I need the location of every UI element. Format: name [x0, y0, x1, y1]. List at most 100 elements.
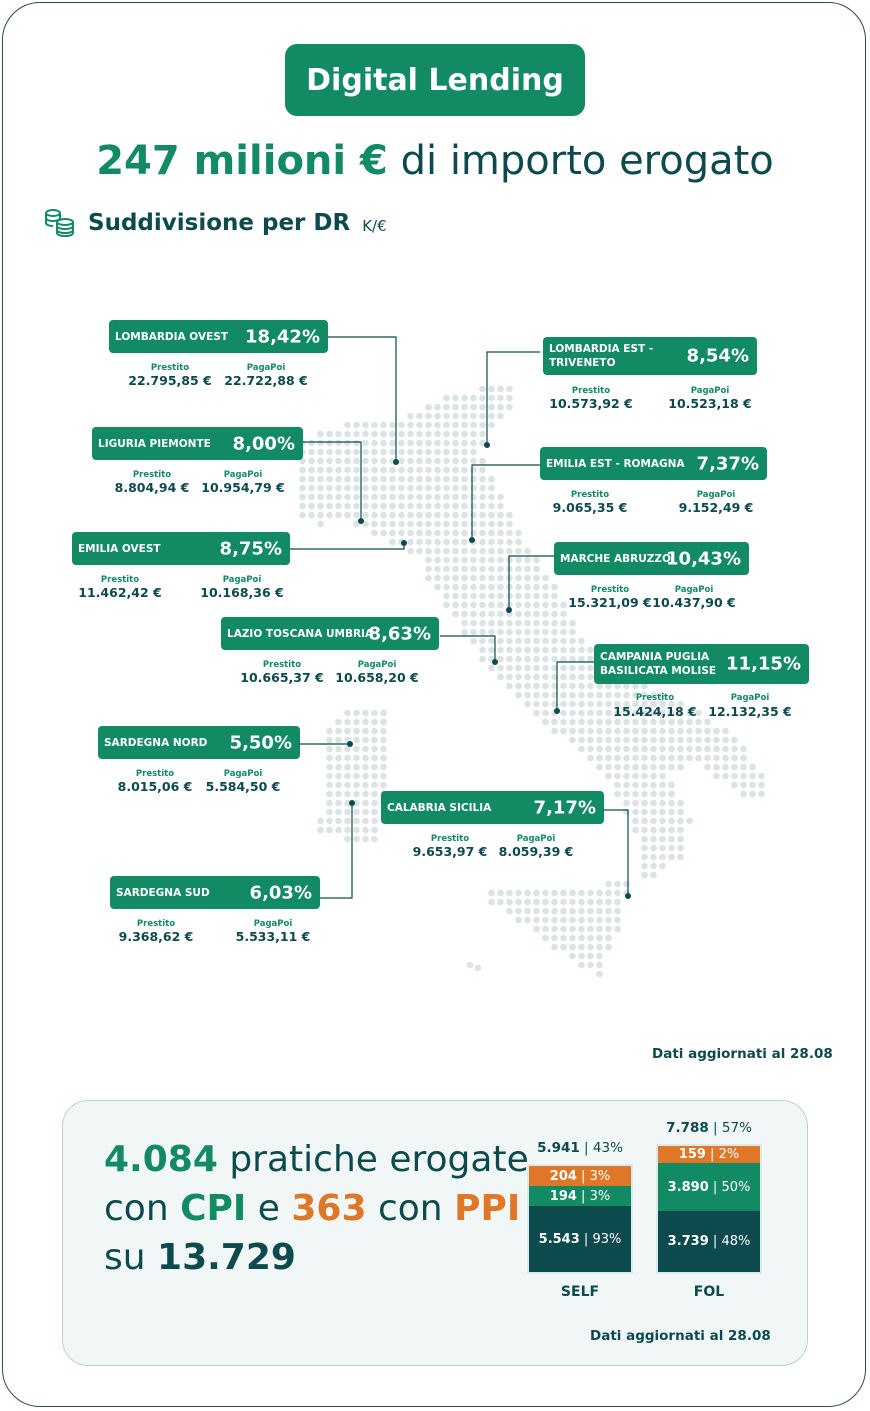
- region-percent: 6,03%: [249, 882, 312, 903]
- pagapoi-label: PagaPoi: [246, 363, 286, 373]
- region-name: CAMPANIA PUGLIA BASILICATA MOLISE: [600, 651, 717, 677]
- prestito-label: Prestito: [262, 660, 302, 670]
- connector-line: [290, 543, 405, 550]
- headline: 247 milioni € di importo erogato: [0, 138, 870, 184]
- region-pill: EMILIA OVEST 8,75%: [72, 532, 290, 565]
- summary-text-3: e: [257, 1188, 280, 1229]
- prestito-value: 8.804,94 €: [114, 480, 190, 495]
- connector-line: [556, 661, 594, 711]
- pagapoi-label: PagaPoi: [674, 585, 714, 595]
- summary-text: 4.084 pratiche erogate con CPI e 363 con…: [104, 1135, 529, 1282]
- region-percent: 8,63%: [368, 623, 431, 644]
- connector-dot: [349, 800, 355, 806]
- region-percent: 8,75%: [219, 538, 282, 559]
- pagapoi-value: 22.722,88 €: [224, 373, 308, 388]
- bar-segment: 3.890 | 50%: [658, 1163, 760, 1211]
- subtitle-unit: K/€: [362, 217, 387, 235]
- region-pill: LOMBARDIA EST - TRIVENETO 8,54%: [543, 337, 757, 375]
- pagapoi-value: 10.954,79 €: [201, 480, 285, 495]
- connector-line: [471, 464, 540, 540]
- update-note: Dati aggiornati al 28.08: [652, 1046, 833, 1062]
- region-pill: SARDEGNA NORD 5,50%: [98, 726, 300, 759]
- pagapoi-value: 10.437,90 €: [652, 595, 736, 610]
- pagapoi-value: 9.152,49 €: [678, 500, 754, 515]
- pagapoi-value: 10.523,18 €: [668, 396, 752, 411]
- bar-total-label: 7.788 | 57%: [666, 1120, 752, 1136]
- pagapoi-label: PagaPoi: [223, 470, 263, 480]
- connector-dot: [492, 659, 498, 665]
- summary-text-2: con: [104, 1188, 169, 1229]
- ppi-count: 363: [291, 1188, 367, 1229]
- pagapoi-value: 5.584,50 €: [205, 779, 281, 794]
- prestito-label: Prestito: [132, 470, 172, 480]
- pagapoi-value: 8.059,39 €: [498, 844, 574, 859]
- prestito-value: 15.321,09 €: [568, 595, 652, 610]
- region-pill: CAMPANIA PUGLIA BASILICATA MOLISE 11,15%: [594, 644, 809, 684]
- connector-dot: [554, 708, 560, 714]
- prestito-label: Prestito: [430, 834, 470, 844]
- bar-segment: 194 | 3%: [529, 1186, 631, 1206]
- region-pill: SARDEGNA SUD 6,03%: [110, 876, 320, 909]
- connector-dot: [625, 893, 631, 899]
- region-name: LOMBARDIA EST - TRIVENETO: [549, 343, 654, 369]
- region-name: SARDEGNA NORD: [104, 736, 208, 749]
- connector-line: [303, 441, 362, 521]
- region-pill: LAZIO TOSCANA UMBRIA 8,63%: [221, 617, 439, 650]
- prestito-value: 9.653,97 €: [412, 844, 488, 859]
- summary-text-1: pratiche erogate: [229, 1139, 529, 1180]
- connector-dot: [347, 741, 353, 747]
- cpi-label: CPI: [180, 1188, 247, 1229]
- prestito-label: Prestito: [150, 363, 190, 373]
- connector-line: [328, 336, 397, 462]
- summary-text-4: con: [377, 1188, 443, 1229]
- prestito-label: Prestito: [635, 693, 675, 703]
- connector-dot: [358, 518, 364, 524]
- region-name: EMILIA EST - ROMAGNA: [546, 457, 685, 470]
- region-pill: CALABRIA SICILIA 7,17%: [381, 791, 604, 824]
- prestito-value: 8.015,06 €: [117, 779, 193, 794]
- prestito-value: 10.573,92 €: [549, 396, 633, 411]
- connector-dot: [469, 537, 475, 543]
- connector-line: [440, 635, 496, 662]
- italy-map: [290, 336, 765, 978]
- bar-category: SELF: [560, 1284, 600, 1300]
- region-percent: 10,43%: [666, 548, 741, 569]
- region-pill: LOMBARDIA OVEST 18,42%: [109, 320, 328, 353]
- region-pill: EMILIA EST - ROMAGNA 7,37%: [540, 447, 767, 480]
- pagapoi-value: 10.168,36 €: [200, 585, 284, 600]
- prestito-value: 22.795,85 €: [128, 373, 212, 388]
- pagapoi-label: PagaPoi: [696, 490, 736, 500]
- region-pill: MARCHE ABRUZZO 10,43%: [554, 542, 749, 575]
- prestito-label: Prestito: [135, 769, 175, 779]
- prestito-label: Prestito: [571, 386, 611, 396]
- prestito-value: 15.424,18 €: [613, 704, 697, 719]
- prestito-value: 10.665,37 €: [240, 670, 324, 685]
- prestito-label: Prestito: [136, 919, 176, 929]
- pagapoi-value: 5.533,11 €: [235, 929, 311, 944]
- connector-dot: [401, 540, 407, 546]
- subtitle-text: Suddivisione per DR: [88, 210, 351, 236]
- pagapoi-label: PagaPoi: [223, 769, 263, 779]
- connector-dot: [393, 459, 399, 465]
- coins-icon: [45, 209, 74, 238]
- bar-total-label: 5.941 | 43%: [537, 1140, 623, 1156]
- connector-line: [486, 351, 540, 445]
- bar-segment: 5.543 | 93%: [529, 1206, 631, 1272]
- region-percent: 7,37%: [696, 453, 759, 474]
- connector-dot: [506, 607, 512, 613]
- prestito-label: Prestito: [590, 585, 630, 595]
- region-name: CALABRIA SICILIA: [387, 801, 492, 814]
- connector-line: [320, 803, 353, 899]
- region-percent: 8,00%: [232, 433, 295, 454]
- region-name: EMILIA OVEST: [78, 542, 161, 555]
- region-name: LIGURIA PIEMONTE: [98, 437, 211, 450]
- bar-segment: 204 | 3%: [529, 1166, 631, 1186]
- prestito-value: 9.065,35 €: [552, 500, 628, 515]
- section-subtitle: Suddivisione per DR K/€: [44, 208, 387, 238]
- region-percent: 11,15%: [726, 653, 801, 675]
- bar-stack: 204 | 3% 194 | 3% 5.543 | 93%: [529, 1166, 631, 1272]
- region-percent: 18,42%: [245, 326, 320, 347]
- page-title: Digital Lending: [285, 44, 585, 116]
- panel-update-note: Dati aggiornati al 28.08: [590, 1328, 771, 1344]
